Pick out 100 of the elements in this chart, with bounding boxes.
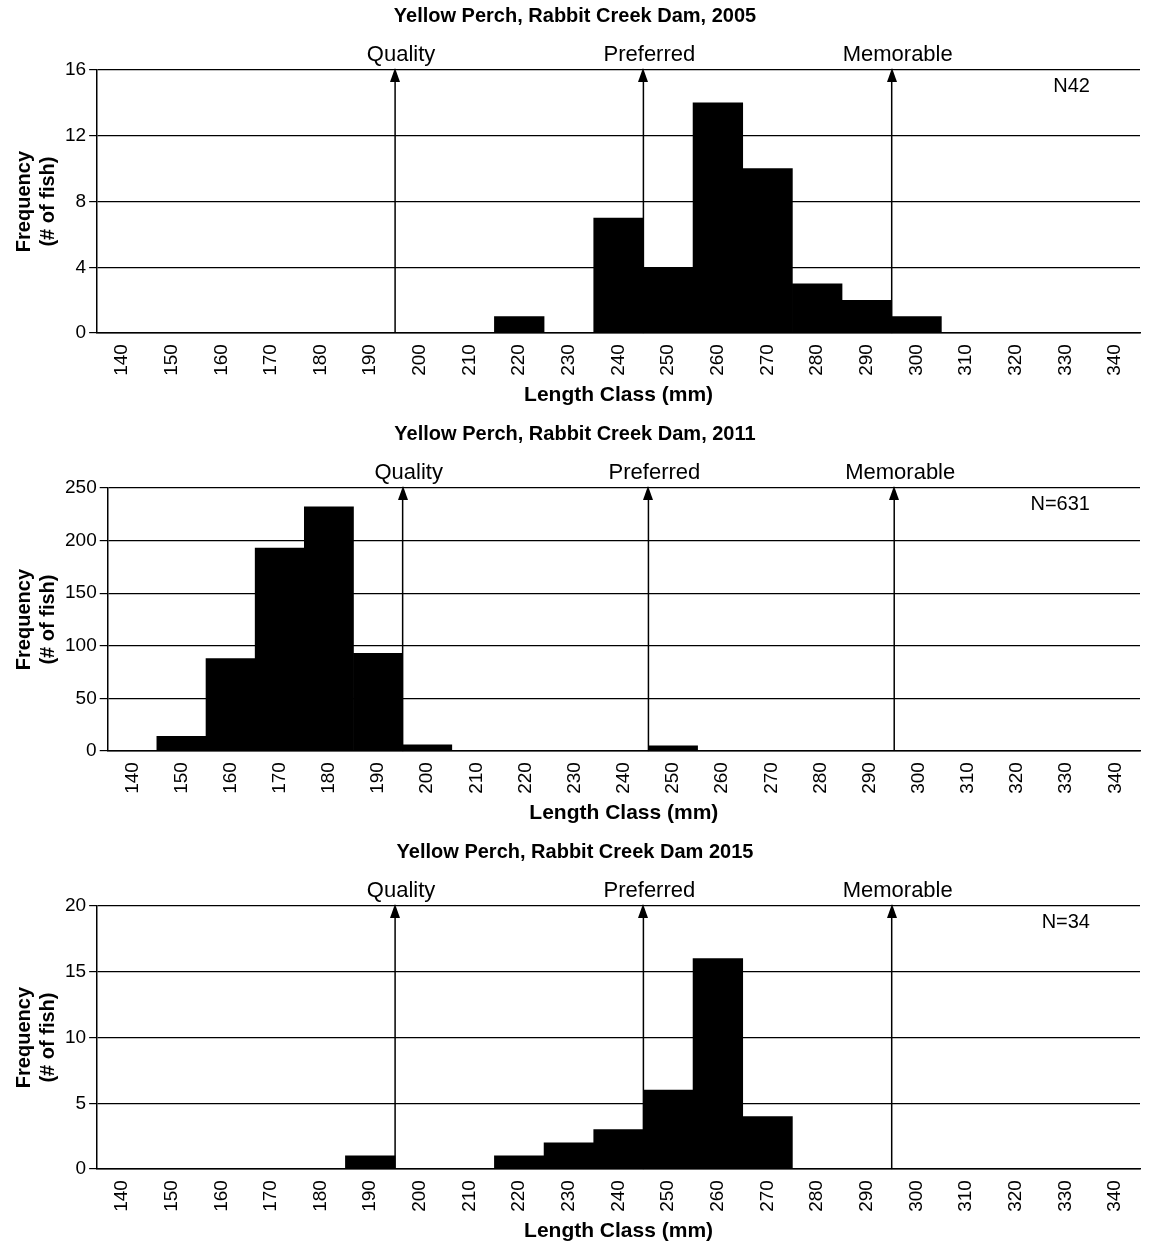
y-tick-label: 0 <box>75 321 87 343</box>
x-tick-label: 260 <box>706 344 728 376</box>
x-tick-label: 330 <box>1053 1180 1075 1212</box>
ref-line-label: Quality <box>374 459 443 485</box>
y-tick-label: 200 <box>65 528 97 550</box>
x-tick-label: 310 <box>956 762 978 794</box>
x-tick-label: 200 <box>408 344 430 376</box>
chart-title: Yellow Perch, Rabbit Creek Dam, 2005 <box>393 3 757 26</box>
x-tick-label: 150 <box>169 762 191 794</box>
y-tick-label: 100 <box>65 634 97 656</box>
y-tick-label: 20 <box>64 894 87 916</box>
x-tick-label: 180 <box>308 1180 330 1212</box>
x-tick-label: 310 <box>954 344 976 376</box>
x-tick-label: 210 <box>464 762 486 794</box>
x-tick-label: 310 <box>954 1180 976 1212</box>
ref-line-label: Preferred <box>603 877 696 903</box>
x-tick-label: 240 <box>606 1180 628 1212</box>
x-tick-label: 170 <box>267 762 289 794</box>
ref-line-label: Quality <box>366 877 436 903</box>
y-axis-title: Frequency (# of fish) <box>11 150 58 253</box>
x-tick-label: 150 <box>159 1180 181 1212</box>
y-tick-label: 50 <box>75 686 97 708</box>
x-tick-label: 160 <box>209 344 231 376</box>
x-tick-label: 320 <box>1004 344 1026 376</box>
x-tick-label: 160 <box>218 762 240 794</box>
x-tick-label: 190 <box>366 762 388 794</box>
ref-line-label: Memorable <box>842 877 953 903</box>
y-tick-label: 150 <box>65 581 97 603</box>
x-tick-label: 260 <box>710 762 732 794</box>
y-tick-label: 16 <box>64 58 87 80</box>
x-tick-label: 230 <box>557 1180 579 1212</box>
x-tick-label: 250 <box>656 1180 678 1212</box>
x-tick-label: 140 <box>110 344 132 376</box>
x-tick-label: 220 <box>507 344 529 376</box>
y-tick-label: 15 <box>64 960 87 982</box>
x-tick-label: 140 <box>120 762 142 794</box>
x-tick-label: 160 <box>209 1180 231 1212</box>
x-axis-title: Length Class (mm) <box>524 1218 714 1242</box>
ref-line-label: Memorable <box>842 41 953 67</box>
y-tick-label: 0 <box>86 739 97 761</box>
y-tick-label: 4 <box>75 255 87 277</box>
x-tick-label: 280 <box>808 762 830 794</box>
x-tick-label: 220 <box>513 762 535 794</box>
y-tick-label: 5 <box>75 1091 87 1113</box>
x-tick-label: 290 <box>857 762 879 794</box>
x-axis-title: Length Class (mm) <box>529 800 719 824</box>
x-tick-label: 300 <box>904 344 926 376</box>
ref-line-label: Preferred <box>603 41 696 67</box>
x-axis-title: Length Class (mm) <box>524 382 714 406</box>
x-tick-label: 190 <box>358 344 380 376</box>
x-tick-label: 340 <box>1103 1180 1125 1212</box>
y-axis-title: Frequency (# of fish) <box>11 568 58 671</box>
x-tick-label: 200 <box>415 762 437 794</box>
x-tick-label: 220 <box>507 1180 529 1212</box>
x-tick-label: 190 <box>358 1180 380 1212</box>
x-tick-label: 290 <box>855 1180 877 1212</box>
y-tick-label: 250 <box>65 476 97 498</box>
x-tick-label: 210 <box>457 1180 479 1212</box>
x-tick-label: 200 <box>408 1180 430 1212</box>
x-tick-label: 180 <box>317 762 339 794</box>
x-tick-label: 230 <box>557 344 579 376</box>
x-tick-label: 180 <box>308 344 330 376</box>
x-tick-label: 230 <box>562 762 584 794</box>
annotation: N=34 <box>1041 909 1090 932</box>
x-tick-label: 330 <box>1053 344 1075 376</box>
x-tick-label: 280 <box>805 1180 827 1212</box>
x-tick-label: 340 <box>1103 762 1125 794</box>
ref-line-label: Memorable <box>845 459 956 485</box>
x-tick-label: 270 <box>755 1180 777 1212</box>
x-tick-label: 330 <box>1054 762 1076 794</box>
x-tick-label: 320 <box>1005 762 1027 794</box>
x-tick-label: 280 <box>805 344 827 376</box>
chart-title: Yellow Perch, Rabbit Creek Dam, 2011 <box>394 421 756 444</box>
x-tick-label: 240 <box>606 344 628 376</box>
annotation: N=631 <box>1030 491 1090 514</box>
x-tick-label: 290 <box>855 344 877 376</box>
y-tick-label: 12 <box>64 124 87 146</box>
annotation: N42 <box>1053 73 1090 96</box>
ref-line-label: Quality <box>366 41 436 67</box>
y-axis-title: Frequency (# of fish) <box>11 986 58 1089</box>
x-tick-label: 300 <box>907 762 929 794</box>
x-tick-label: 170 <box>259 344 281 376</box>
x-tick-label: 250 <box>661 762 683 794</box>
x-tick-label: 270 <box>755 344 777 376</box>
x-tick-label: 300 <box>904 1180 926 1212</box>
x-tick-label: 340 <box>1103 344 1125 376</box>
y-tick-label: 8 <box>75 189 87 211</box>
x-tick-label: 240 <box>612 762 634 794</box>
x-tick-label: 170 <box>259 1180 281 1212</box>
x-tick-label: 210 <box>457 344 479 376</box>
x-tick-label: 250 <box>656 344 678 376</box>
x-tick-label: 260 <box>706 1180 728 1212</box>
chart-title: Yellow Perch, Rabbit Creek Dam 2015 <box>396 839 754 862</box>
y-tick-label: 0 <box>75 1157 87 1179</box>
x-tick-label: 150 <box>159 344 181 376</box>
x-tick-label: 140 <box>110 1180 132 1212</box>
x-tick-label: 270 <box>759 762 781 794</box>
ref-line-label: Preferred <box>608 459 701 485</box>
y-tick-label: 10 <box>64 1025 87 1047</box>
x-tick-label: 320 <box>1004 1180 1026 1212</box>
